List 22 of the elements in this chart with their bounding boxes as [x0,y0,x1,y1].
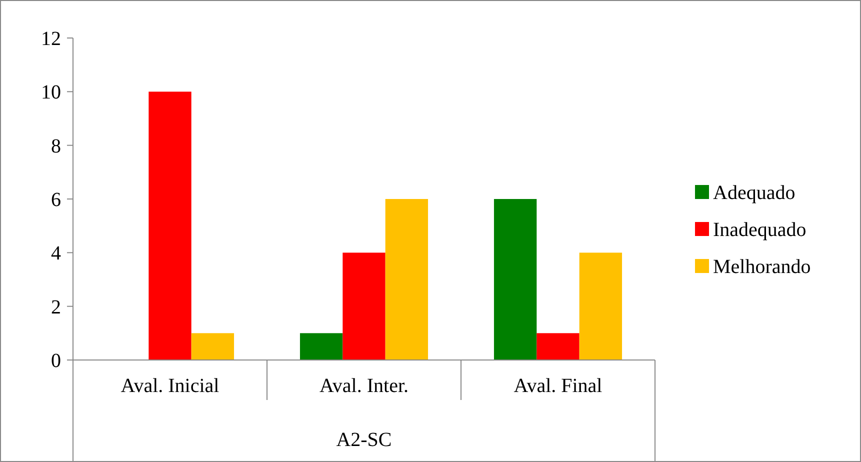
x-tick-label: Aval. Inicial [120,375,220,397]
bar [494,199,537,360]
legend-label: Inadequado [713,219,806,241]
x-tick-label: Aval. Inter. [319,375,409,397]
y-tick-label: 0 [51,350,61,372]
y-tick-label: 2 [51,296,61,318]
y-tick-label: 12 [41,28,61,50]
bar [300,333,343,360]
legend-label: Melhorando [713,256,811,278]
bar [385,199,428,360]
bar [342,252,386,360]
y-tick-label: 4 [51,242,61,265]
bar [191,333,234,360]
y-tick-label: 8 [51,135,61,158]
x-tick-label: Aval. Final [514,375,603,397]
y-tick-label: 6 [51,189,61,211]
bar [148,92,192,360]
x-axis-title: A2-SC [336,429,392,451]
bar [536,333,580,360]
bar [579,252,622,360]
legend-label: Adequado [713,182,796,204]
y-tick-label: 10 [41,82,61,104]
